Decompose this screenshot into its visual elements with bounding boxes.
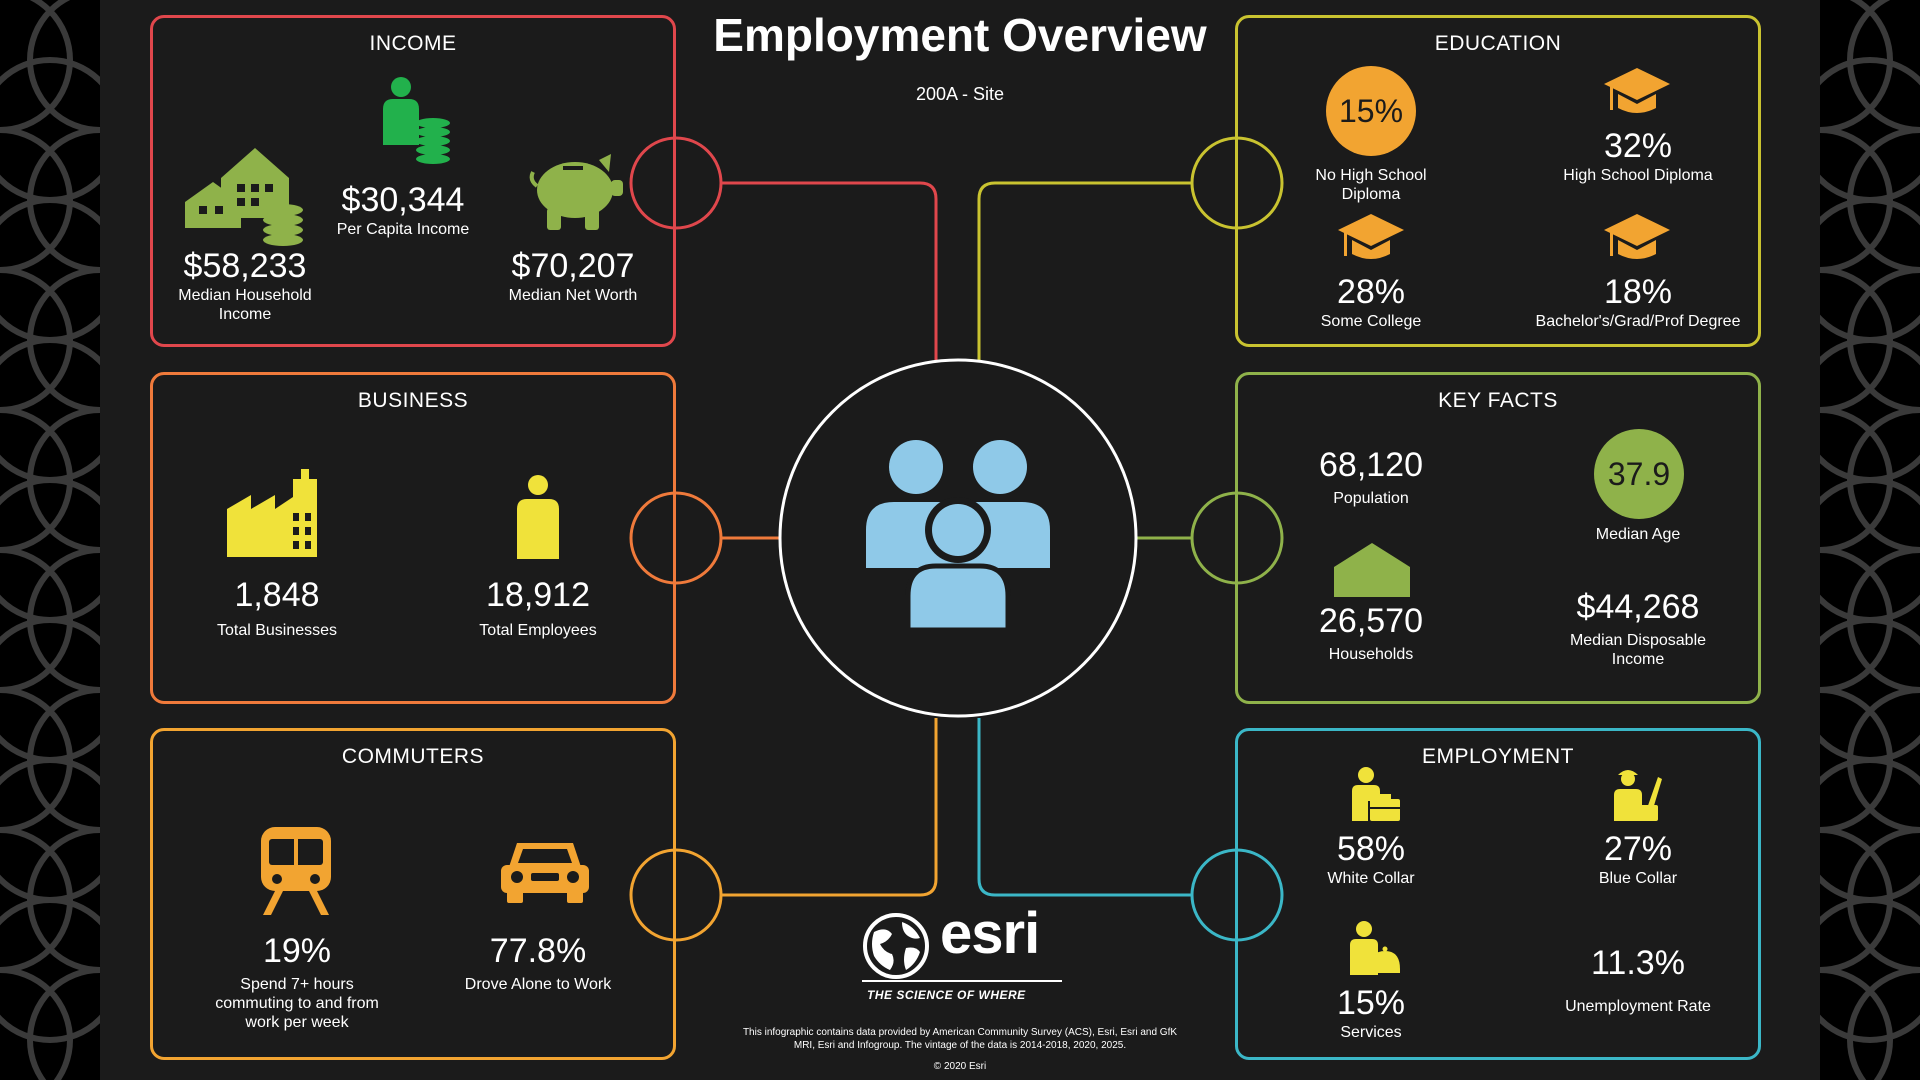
graduation-cap-icon [1604,68,1670,113]
per-capita-income-stat: $30,344 Per Capita Income [336,181,470,238]
brand-divider [862,980,1062,982]
train-icon [261,827,331,915]
high-school-stat: 32% High School Diploma [1563,127,1713,184]
bachelors-stat: 18% Bachelor's/Grad/Prof Degree [1535,273,1741,330]
house-icon [1334,543,1410,597]
graduation-cap-icon [1338,214,1404,259]
employment-title: EMPLOYMENT [1421,745,1575,768]
factory-icon [227,469,317,557]
no-high-school-badge: 15% [1326,66,1416,156]
services-stat: 15% Services [1336,984,1406,1041]
commuters-panel: COMMUTERS 19% Spend 7+ hours commuting t… [150,728,676,1060]
graduation-cap-icon [1604,214,1670,259]
commuters-connector [722,718,938,897]
education-title: EDUCATION [1434,32,1562,55]
business-node [629,491,723,585]
income-panel: INCOME $30,344 Per Capita Income [150,15,676,347]
income-connector [722,181,938,360]
total-businesses-stat: 1,848 Total Businesses [216,576,338,639]
employment-connector [977,718,1193,897]
median-age-stat: Median Age [1595,526,1681,543]
esri-logo: esri THE SCIENCE OF WHERE [862,900,1062,1010]
income-node [629,136,723,230]
income-title: INCOME [369,32,457,55]
blue-collar-stat: 27% Blue Collar [1598,830,1678,887]
median-age-badge: 37.9 [1594,429,1684,519]
page-title: Employment Overview [713,9,1207,61]
connector-lines [629,136,1284,942]
no-high-school-stat: No High School Diploma [1315,167,1427,203]
some-college-stat: 28% Some College [1320,273,1422,330]
median-household-income-stat: $58,233 Median Household Income [178,247,312,323]
business-title: BUSINESS [357,389,469,412]
population-stat: 68,120 Population [1319,446,1423,507]
commuters-node [629,848,723,942]
unemployment-stat: 11.3% Unemployment Rate [1565,944,1711,1015]
infographic-canvas: Employment Overview 200A - Site INCOME $… [100,0,1820,1080]
key-facts-panel: KEY FACTS 68,120 Population 37.9 Median … [1235,372,1761,704]
piggy-bank-icon [529,154,623,230]
education-panel: EDUCATION 15% No High School Diploma 32%… [1235,15,1761,347]
data-source-note: This infographic contains data provided … [742,1027,1178,1051]
page-subtitle: 200A - Site [915,84,1005,104]
house-coins-icon [185,148,303,246]
employment-panel: EMPLOYMENT 58% White Collar 27% Blue Col… [1235,728,1761,1060]
car-icon [501,843,589,903]
person-icon [517,475,559,559]
background-pattern-left [0,0,100,1080]
business-panel: BUSINESS 1,848 Total Businesses 18,912 T… [150,372,676,704]
globe-icon [863,913,929,979]
background-pattern-right [1820,0,1920,1080]
total-employees-stat: 18,912 Total Employees [479,576,597,639]
white-collar-icon [1352,767,1400,821]
drove-alone-stat: 77.8% Drove Alone to Work [464,932,612,993]
long-commute-stat: 19% Spend 7+ hours commuting to and from… [215,932,379,1031]
services-icon [1350,921,1400,975]
brand-tagline: THE SCIENCE OF WHERE [867,988,1026,1002]
white-collar-stat: 58% White Collar [1327,830,1415,887]
brand-name: esri [940,901,1040,966]
commuters-title: COMMUTERS [341,745,485,768]
median-net-worth-stat: $70,207 Median Net Worth [508,247,638,304]
key-facts-title: KEY FACTS [1438,389,1558,412]
person-coins-icon [383,77,450,164]
households-stat: 26,570 Households [1319,602,1423,663]
blue-collar-icon [1614,770,1662,821]
disposable-income-stat: $44,268 Median Disposable Income [1569,588,1707,668]
copyright: © 2020 Esri [933,1061,987,1072]
education-connector [977,181,1193,360]
people-group-icon [866,440,1050,633]
